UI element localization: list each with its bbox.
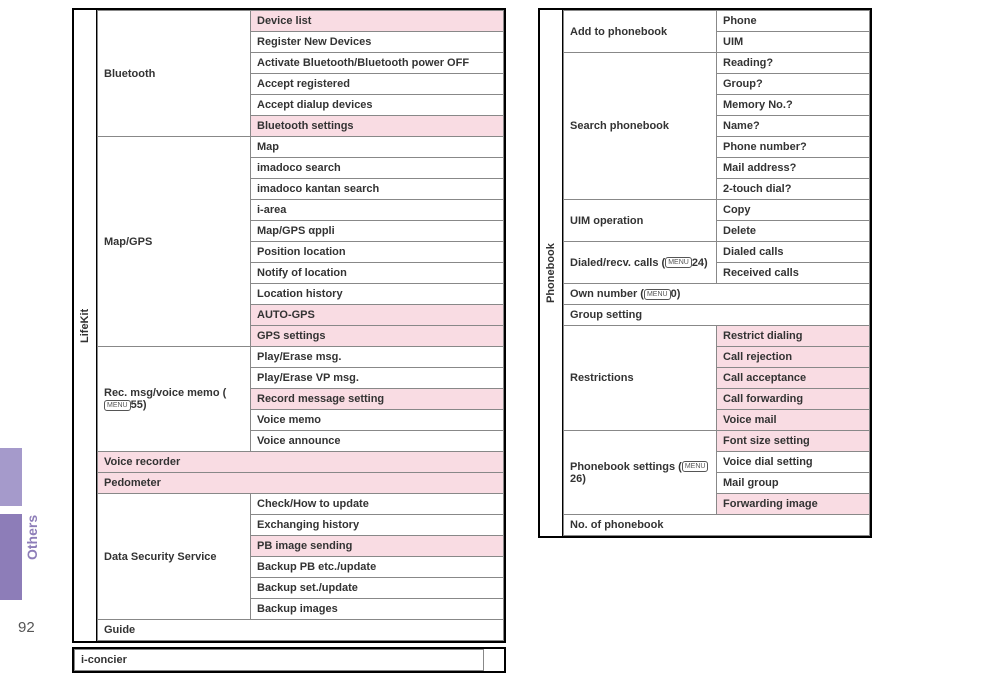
item-cell: UIM — [717, 32, 870, 53]
item-cell: Device list — [251, 11, 504, 32]
item-cell: Call rejection — [717, 347, 870, 368]
item-cell: Delete — [717, 221, 870, 242]
group-cell: Rec. msg/voice memo (MENU55) — [98, 347, 251, 452]
item-cell: Bluetooth settings — [251, 116, 504, 137]
item-cell: Notify of location — [251, 263, 504, 284]
item-cell: Location history — [251, 284, 504, 305]
lifekit-table: BluetoothDevice listRegister New Devices… — [97, 10, 504, 641]
item-cell: Forwarding image — [717, 494, 870, 515]
item-cell: i-area — [251, 200, 504, 221]
item-cell: Backup PB etc./update — [251, 557, 504, 578]
group-cell: Bluetooth — [98, 11, 251, 137]
span-row: Voice recorder — [98, 452, 504, 473]
left-rail: Others 92 — [0, 0, 40, 662]
item-cell: imadoco kantan search — [251, 179, 504, 200]
item-cell: Restrict dialing — [717, 326, 870, 347]
left-column: LifeKit BluetoothDevice listRegister New… — [72, 8, 506, 673]
side-section-label: Others — [24, 515, 40, 560]
group-cell: Map/GPS — [98, 137, 251, 347]
item-cell: GPS settings — [251, 326, 504, 347]
group-cell: Search phonebook — [564, 53, 717, 200]
item-cell: Font size setting — [717, 431, 870, 452]
item-cell: Position location — [251, 242, 504, 263]
group-cell: Phonebook settings (MENU26) — [564, 431, 717, 515]
group-cell: Data Security Service — [98, 494, 251, 620]
item-cell: Record message setting — [251, 389, 504, 410]
item-cell: Play/Erase VP msg. — [251, 368, 504, 389]
item-cell: Play/Erase msg. — [251, 347, 504, 368]
item-cell: Copy — [717, 200, 870, 221]
item-cell: Exchanging history — [251, 515, 504, 536]
span-row: Pedometer — [98, 473, 504, 494]
item-cell: Received calls — [717, 263, 870, 284]
item-cell: Call acceptance — [717, 368, 870, 389]
item-cell: Phone number? — [717, 137, 870, 158]
item-cell: Register New Devices — [251, 32, 504, 53]
iconcier-table: i-concier — [74, 649, 484, 671]
item-cell: Voice announce — [251, 431, 504, 452]
span-row: No. of phonebook — [564, 515, 870, 536]
side-accent-1 — [0, 448, 22, 506]
right-column: Phonebook Add to phonebookPhoneUIMSearch… — [538, 8, 872, 538]
phonebook-card: Phonebook Add to phonebookPhoneUIMSearch… — [538, 8, 872, 538]
item-cell: Voice mail — [717, 410, 870, 431]
lifekit-tab: LifeKit — [74, 10, 97, 641]
item-cell: Voice memo — [251, 410, 504, 431]
item-cell: Phone — [717, 11, 870, 32]
span-row: Guide — [98, 620, 504, 641]
item-cell: Voice dial setting — [717, 452, 870, 473]
item-cell: Backup set./update — [251, 578, 504, 599]
lifekit-card: LifeKit BluetoothDevice listRegister New… — [72, 8, 506, 643]
item-cell: Accept dialup devices — [251, 95, 504, 116]
phonebook-tab: Phonebook — [540, 10, 563, 536]
content-columns: LifeKit BluetoothDevice listRegister New… — [72, 8, 996, 673]
span-row: Own number (MENU0) — [564, 284, 870, 305]
item-cell: Map/GPS αppli — [251, 221, 504, 242]
item-cell: PB image sending — [251, 536, 504, 557]
item-cell: Dialed calls — [717, 242, 870, 263]
item-cell: Group? — [717, 74, 870, 95]
item-cell: Backup images — [251, 599, 504, 620]
group-cell: UIM operation — [564, 200, 717, 242]
item-cell: Mail address? — [717, 158, 870, 179]
item-cell: 2-touch dial? — [717, 179, 870, 200]
span-row: Group setting — [564, 305, 870, 326]
item-cell: Activate Bluetooth/Bluetooth power OFF — [251, 53, 504, 74]
group-cell: Dialed/recv. calls (MENU24) — [564, 242, 717, 284]
item-cell: imadoco search — [251, 158, 504, 179]
side-accent-2 — [0, 514, 22, 600]
group-cell: Restrictions — [564, 326, 717, 431]
item-cell: Accept registered — [251, 74, 504, 95]
item-cell: Call forwarding — [717, 389, 870, 410]
page-number: 92 — [18, 619, 35, 636]
item-cell: Map — [251, 137, 504, 158]
item-cell: AUTO-GPS — [251, 305, 504, 326]
item-cell: Reading? — [717, 53, 870, 74]
phonebook-table: Add to phonebookPhoneUIMSearch phonebook… — [563, 10, 870, 536]
item-cell: Memory No.? — [717, 95, 870, 116]
item-cell: Mail group — [717, 473, 870, 494]
item-cell: Name? — [717, 116, 870, 137]
iconcier-card: i-concier — [72, 647, 506, 673]
item-cell: Check/How to update — [251, 494, 504, 515]
group-cell: Add to phonebook — [564, 11, 717, 53]
iconcier-row: i-concier — [75, 650, 484, 671]
